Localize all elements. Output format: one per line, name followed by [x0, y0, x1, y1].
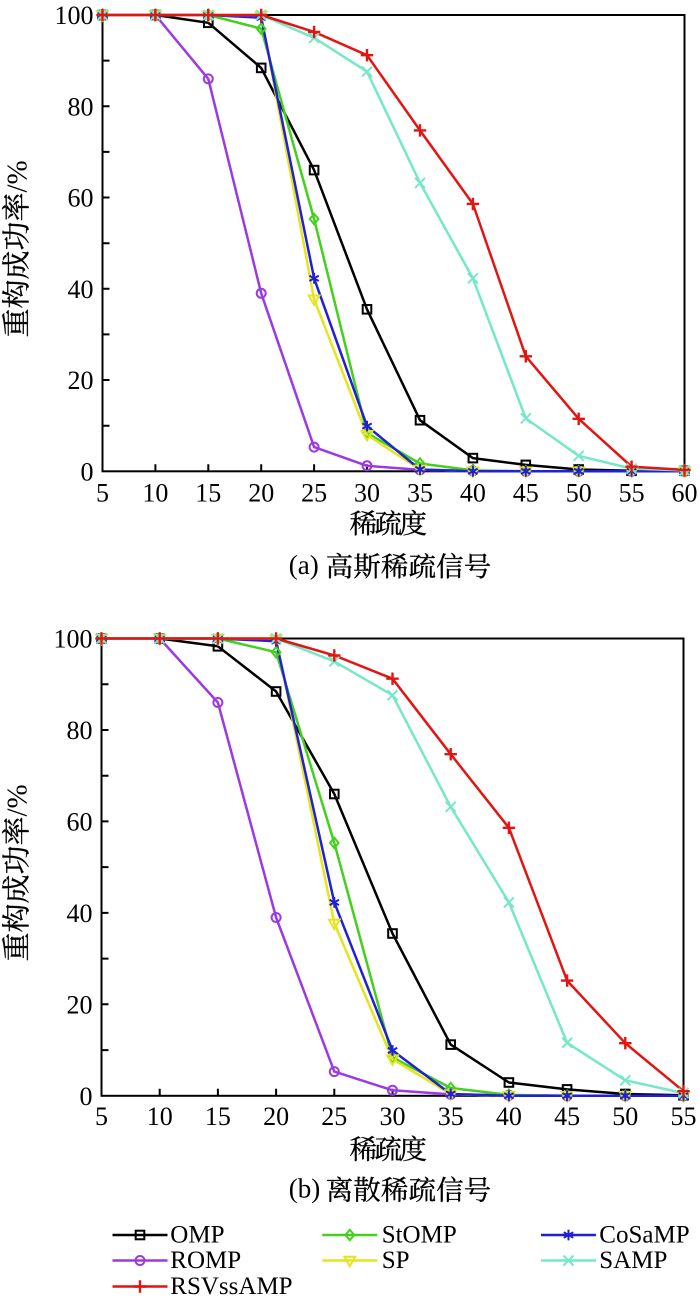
svg-text:0: 0 — [81, 457, 94, 486]
svg-text:25: 25 — [301, 478, 327, 507]
svg-text:40: 40 — [68, 275, 94, 304]
svg-text:55: 55 — [671, 1102, 697, 1131]
svg-text:5: 5 — [96, 478, 109, 507]
svg-text:ROMP: ROMP — [170, 1247, 241, 1274]
svg-text:SAMP: SAMP — [599, 1247, 667, 1274]
svg-text:35: 35 — [407, 478, 433, 507]
svg-text:40: 40 — [460, 478, 486, 507]
svg-text:30: 30 — [354, 478, 380, 507]
svg-text:15: 15 — [205, 1102, 231, 1131]
svg-text:100: 100 — [54, 625, 93, 654]
svg-text:/%: /% — [2, 784, 34, 816]
svg-text:50: 50 — [612, 1102, 638, 1131]
svg-text:100: 100 — [55, 1, 94, 30]
svg-text:CoSaMP: CoSaMP — [599, 1221, 689, 1248]
svg-text:15: 15 — [195, 478, 221, 507]
svg-text:80: 80 — [67, 716, 93, 745]
svg-text:20: 20 — [263, 1102, 289, 1131]
svg-text:5: 5 — [95, 1102, 108, 1131]
svg-text:(a): (a) — [289, 550, 319, 580]
svg-text:(b): (b) — [289, 1173, 320, 1203]
svg-text:55: 55 — [619, 478, 645, 507]
svg-text:SP: SP — [382, 1247, 410, 1274]
svg-text:35: 35 — [438, 1102, 464, 1131]
svg-text:40: 40 — [496, 1102, 522, 1131]
svg-text:60: 60 — [67, 808, 93, 837]
svg-text:10: 10 — [142, 478, 168, 507]
svg-text:30: 30 — [380, 1102, 406, 1131]
svg-text:StOMP: StOMP — [382, 1221, 457, 1248]
svg-text:OMP: OMP — [170, 1221, 224, 1248]
svg-text:RSVssAMP: RSVssAMP — [170, 1273, 292, 1300]
svg-text:/%: /% — [2, 160, 34, 192]
svg-text:25: 25 — [321, 1102, 347, 1131]
svg-text:20: 20 — [67, 990, 93, 1019]
svg-text:45: 45 — [554, 1102, 580, 1131]
svg-text:0: 0 — [80, 1082, 93, 1111]
svg-text:60: 60 — [672, 478, 698, 507]
svg-text:40: 40 — [67, 899, 93, 928]
svg-text:20: 20 — [68, 366, 94, 395]
svg-text:80: 80 — [68, 92, 94, 121]
svg-text:10: 10 — [147, 1102, 173, 1131]
svg-text:50: 50 — [566, 478, 592, 507]
svg-text:45: 45 — [513, 478, 539, 507]
svg-text:60: 60 — [68, 184, 94, 213]
svg-text:20: 20 — [248, 478, 274, 507]
